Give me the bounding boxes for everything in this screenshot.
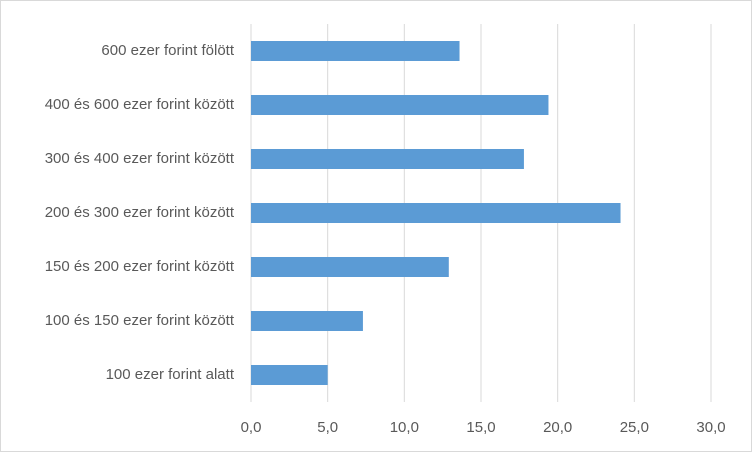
y-tick-label: 100 és 150 ezer forint között <box>45 312 235 329</box>
bar <box>251 95 549 115</box>
bar <box>251 203 621 223</box>
x-tick-label: 20,0 <box>543 419 572 436</box>
x-tick-label: 15,0 <box>466 419 495 436</box>
x-tick-label: 10,0 <box>390 419 419 436</box>
y-tick-label: 300 és 400 ezer forint között <box>45 150 235 167</box>
y-tick-label: 150 és 200 ezer forint között <box>45 258 235 275</box>
x-tick-label: 5,0 <box>317 419 338 436</box>
x-tick-label: 0,0 <box>241 419 262 436</box>
bar <box>251 257 449 277</box>
bar <box>251 41 460 61</box>
y-tick-label: 400 és 600 ezer forint között <box>45 96 235 113</box>
bar <box>251 365 328 385</box>
bar <box>251 149 524 169</box>
x-tick-label: 30,0 <box>696 419 725 436</box>
bar <box>251 311 363 331</box>
y-tick-label: 600 ezer forint fölött <box>101 42 234 59</box>
y-tick-label: 100 ezer forint alatt <box>106 366 235 383</box>
y-tick-label: 200 és 300 ezer forint között <box>45 204 235 221</box>
x-tick-label: 25,0 <box>620 419 649 436</box>
